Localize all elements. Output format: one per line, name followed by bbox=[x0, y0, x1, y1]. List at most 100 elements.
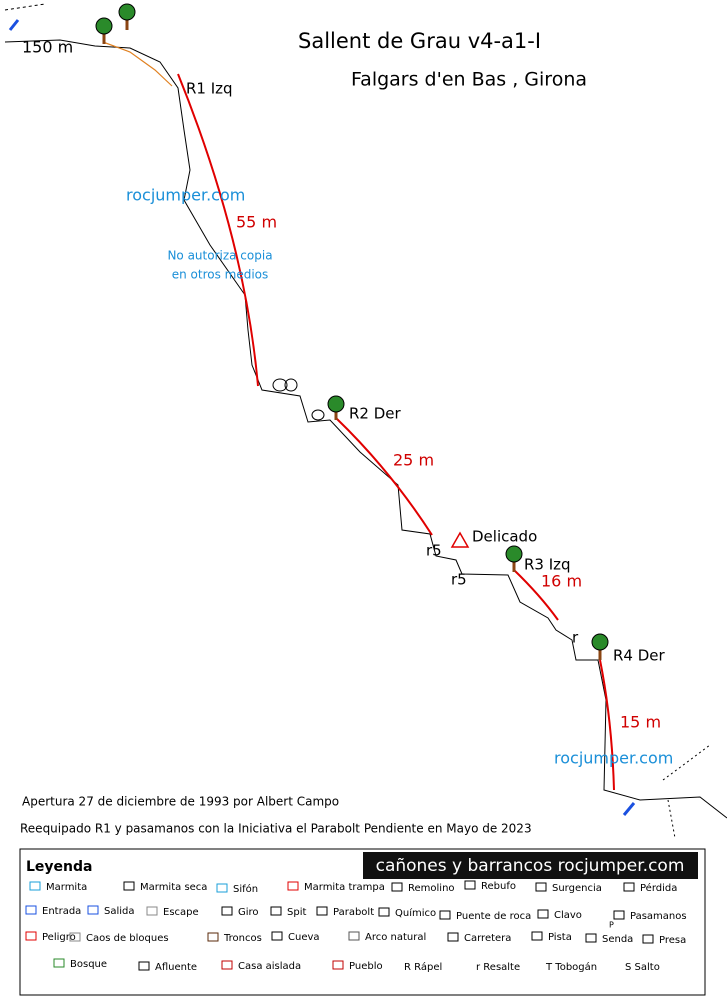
legend-icon bbox=[207, 932, 219, 942]
rappel-length: 15 m bbox=[620, 713, 661, 732]
legend-icon bbox=[535, 882, 547, 892]
tree bbox=[591, 633, 609, 660]
step-label: r5 bbox=[426, 542, 442, 560]
legend-item: Químico bbox=[395, 907, 436, 919]
legend-icon bbox=[464, 880, 476, 890]
legend-item: Senda bbox=[602, 934, 633, 945]
legend-icon bbox=[531, 931, 543, 941]
legend-item: S Salto bbox=[625, 962, 660, 973]
step-label: r5 bbox=[451, 571, 467, 589]
watermark: rocjumper.com bbox=[554, 749, 673, 768]
legend-icon bbox=[270, 906, 282, 916]
rappel-line bbox=[599, 659, 615, 791]
legend-item: Surgencia bbox=[552, 883, 602, 894]
legend-item: r Resalte bbox=[476, 962, 520, 973]
legend-icon bbox=[138, 961, 150, 971]
legend-icon bbox=[69, 932, 81, 942]
legend-icon bbox=[221, 906, 233, 916]
danger-label: Delicado bbox=[472, 528, 537, 546]
legend-item: T Tobogán bbox=[545, 961, 597, 973]
legend-mark: P bbox=[609, 921, 614, 930]
legend-item: Remolino bbox=[408, 883, 455, 894]
title: Sallent de Grau v4-a1-I bbox=[298, 29, 541, 53]
legend-item: R Rápel bbox=[404, 961, 442, 973]
canyon-profile bbox=[4, 39, 727, 819]
boulders bbox=[272, 378, 325, 421]
legend-icon bbox=[216, 883, 228, 893]
rappel-length: 25 m bbox=[393, 451, 434, 470]
legend-item: Casa aislada bbox=[238, 961, 301, 972]
legend-item: Pista bbox=[548, 932, 572, 943]
legend-icon bbox=[123, 881, 135, 891]
exit-icon bbox=[622, 802, 636, 816]
legend-item: Puente de roca bbox=[456, 911, 531, 922]
legend-item: Spit bbox=[287, 907, 306, 918]
rappel-name: R2 Der bbox=[349, 405, 402, 423]
legend-item: Carretera bbox=[464, 933, 511, 944]
legend-item: Caos de bloques bbox=[86, 933, 169, 944]
legend-icon bbox=[87, 905, 99, 915]
legend-icon bbox=[25, 931, 37, 941]
legend-icon bbox=[316, 906, 328, 916]
legend-item: Sifón bbox=[233, 883, 258, 895]
legend-item: Bosque bbox=[70, 959, 107, 970]
note: Apertura 27 de diciembre de 1993 por Alb… bbox=[22, 795, 339, 809]
legend-item: Entrada bbox=[42, 906, 81, 917]
legend-icon bbox=[439, 910, 451, 920]
legend-item: Pérdida bbox=[640, 882, 677, 894]
entry-icon bbox=[8, 19, 20, 31]
legend-item: Parabolt bbox=[333, 907, 374, 918]
legend-icon bbox=[332, 960, 344, 970]
copy-note: en otros medios bbox=[172, 268, 269, 282]
legend-item: Marmita seca bbox=[140, 882, 207, 893]
watermark: rocjumper.com bbox=[126, 186, 245, 205]
access-path bbox=[102, 41, 173, 87]
legend-icon bbox=[391, 882, 403, 892]
tree bbox=[505, 545, 523, 572]
legend-icon bbox=[378, 907, 390, 917]
length-label: 150 m bbox=[22, 38, 73, 57]
tree bbox=[95, 3, 136, 44]
legend-item: Presa bbox=[659, 935, 686, 946]
legend-banner-bg bbox=[363, 852, 698, 879]
legend-icon bbox=[447, 932, 459, 942]
legend-item: Salida bbox=[104, 906, 135, 917]
legend-item: Giro bbox=[238, 907, 259, 918]
rappel-length: 55 m bbox=[236, 213, 277, 232]
legend-icon bbox=[287, 881, 299, 891]
road bbox=[4, 3, 46, 11]
legend-box bbox=[19, 848, 706, 996]
step-label: r bbox=[572, 629, 579, 647]
legend-item: Marmita bbox=[46, 882, 87, 893]
legend-icon bbox=[221, 960, 233, 970]
legend-icon bbox=[642, 934, 654, 944]
legend-item: Escape bbox=[163, 907, 199, 918]
danger-icon bbox=[450, 531, 470, 548]
legend-icon bbox=[585, 933, 597, 943]
legend-icon bbox=[271, 931, 283, 941]
rappel-line bbox=[177, 73, 259, 387]
legend-icon bbox=[25, 905, 37, 915]
rappel-line bbox=[513, 569, 559, 621]
legend-item: Clavo bbox=[554, 910, 582, 921]
tree bbox=[327, 395, 345, 420]
trail bbox=[662, 744, 711, 839]
legend-item: Afluente bbox=[155, 962, 197, 973]
legend-item: Marmita trampa bbox=[304, 882, 385, 893]
rappel-name: R4 Der bbox=[613, 647, 666, 665]
location: Falgars d'en Bas , Girona bbox=[351, 69, 587, 91]
legend-icon bbox=[623, 882, 635, 892]
legend-icon bbox=[613, 910, 625, 920]
legend-icon bbox=[29, 881, 41, 891]
legend-icon bbox=[537, 909, 549, 919]
rappel-name: R3 Izq bbox=[524, 556, 571, 574]
legend-banner: cañones y barrancos rocjumper.com bbox=[376, 856, 685, 876]
note: Reequipado R1 y pasamanos con la Iniciat… bbox=[20, 822, 532, 836]
legend-item: Pasamanos bbox=[630, 911, 687, 922]
legend-item: Troncos bbox=[223, 933, 262, 944]
legend-item: Cueva bbox=[288, 932, 320, 943]
legend-title: Leyenda bbox=[26, 859, 92, 875]
legend-item: Peligro bbox=[42, 932, 76, 943]
legend-item: Rebufo bbox=[481, 881, 516, 892]
